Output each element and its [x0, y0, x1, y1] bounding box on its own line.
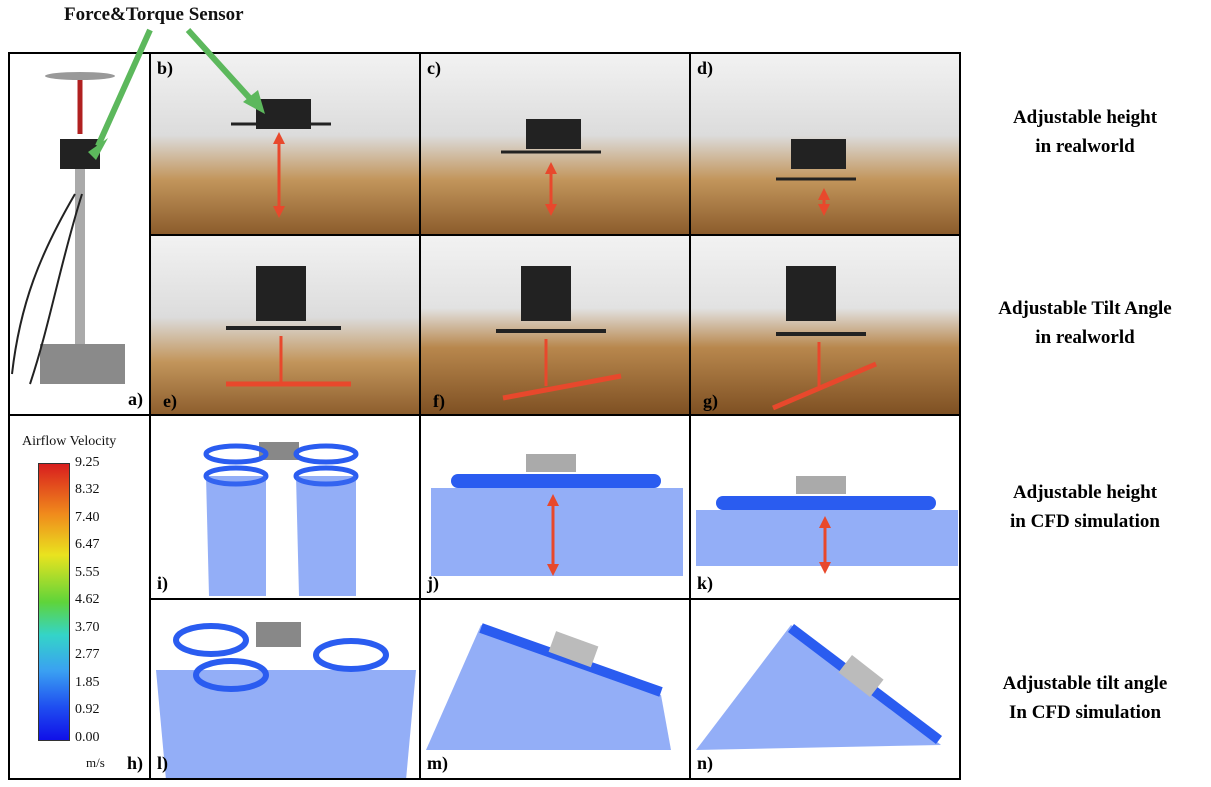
panel-k-cfd-height: k) — [689, 414, 961, 600]
colorbar-tick: 6.47 — [75, 537, 100, 552]
colorbar-tick: 7.40 — [75, 510, 100, 525]
panel-label-b: b) — [157, 58, 174, 78]
colorbar-tick: 0.92 — [75, 702, 100, 717]
panel-label-f: f) — [433, 391, 445, 411]
panel-label-i: i) — [157, 573, 168, 593]
colorbar-tick: 8.32 — [75, 482, 100, 497]
panel-c-height-photo: c) — [419, 52, 691, 236]
panel-i-cfd-height: i) — [149, 414, 421, 600]
caption-line: in CFD simulation — [1010, 511, 1160, 532]
panel-j-cfd-height: j) — [419, 414, 691, 600]
panel-label-j: j) — [427, 573, 439, 593]
panel-label-a: a) — [128, 389, 143, 409]
colorbar-tick: 1.85 — [75, 675, 100, 690]
row-caption-height-cfd: Adjustable height in CFD simulation — [965, 478, 1205, 536]
panel-g-tilt-photo: g) — [689, 234, 961, 418]
caption-line: Adjustable Tilt Angle — [998, 298, 1172, 319]
caption-line: Adjustable height — [1012, 482, 1158, 503]
colorbar-gradient — [38, 463, 70, 741]
figure-title: Force&Torque Sensor — [64, 4, 244, 25]
panel-label-e: e) — [163, 391, 177, 411]
colorbar-tick: 2.77 — [75, 647, 100, 662]
colorbar-tick: 9.25 — [75, 455, 100, 470]
panel-l-cfd-tilt: l) — [149, 598, 421, 780]
panel-d-height-photo: d) — [689, 52, 961, 236]
panel-label-h: h) — [126, 753, 143, 773]
panel-label-c: c) — [427, 58, 441, 78]
row-caption-height-realworld: Adjustable height in realworld — [965, 103, 1205, 161]
colorbar-tick: 0.00 — [75, 730, 100, 745]
caption-line: in realworld — [1035, 327, 1135, 348]
panel-e-tilt-photo: e) — [149, 234, 421, 418]
panel-label-g: g) — [703, 391, 718, 411]
panel-n-cfd-tilt: n) — [689, 598, 961, 780]
panel-label-m: m) — [427, 753, 448, 773]
row-caption-tilt-realworld: Adjustable Tilt Angle in realworld — [965, 294, 1205, 352]
panel-b-height-photo: b) — [149, 52, 421, 236]
panel-label-d: d) — [697, 58, 714, 78]
panel-label-k: k) — [697, 573, 714, 593]
panel-m-cfd-tilt: m) — [419, 598, 691, 780]
caption-line: In CFD simulation — [1008, 702, 1162, 723]
panel-label-l: l) — [157, 753, 168, 773]
row-caption-tilt-cfd: Adjustable tilt angle In CFD simulation — [965, 669, 1205, 727]
caption-line: Adjustable tilt angle — [1002, 673, 1168, 694]
colorbar-tick: 3.70 — [75, 620, 100, 635]
colorbar-unit: m/s — [86, 755, 105, 770]
colorbar-tick: 4.62 — [75, 592, 100, 607]
panel-label-n: n) — [697, 753, 714, 773]
colorbar-title: Airflow Velocity — [22, 434, 117, 449]
panel-f-tilt-photo: f) — [419, 234, 691, 418]
colorbar-tick: 5.55 — [75, 565, 100, 580]
panel-a-sensor-stand: a) — [8, 52, 151, 416]
caption-line: in realworld — [1035, 136, 1135, 157]
caption-line: Adjustable height — [1012, 107, 1158, 128]
